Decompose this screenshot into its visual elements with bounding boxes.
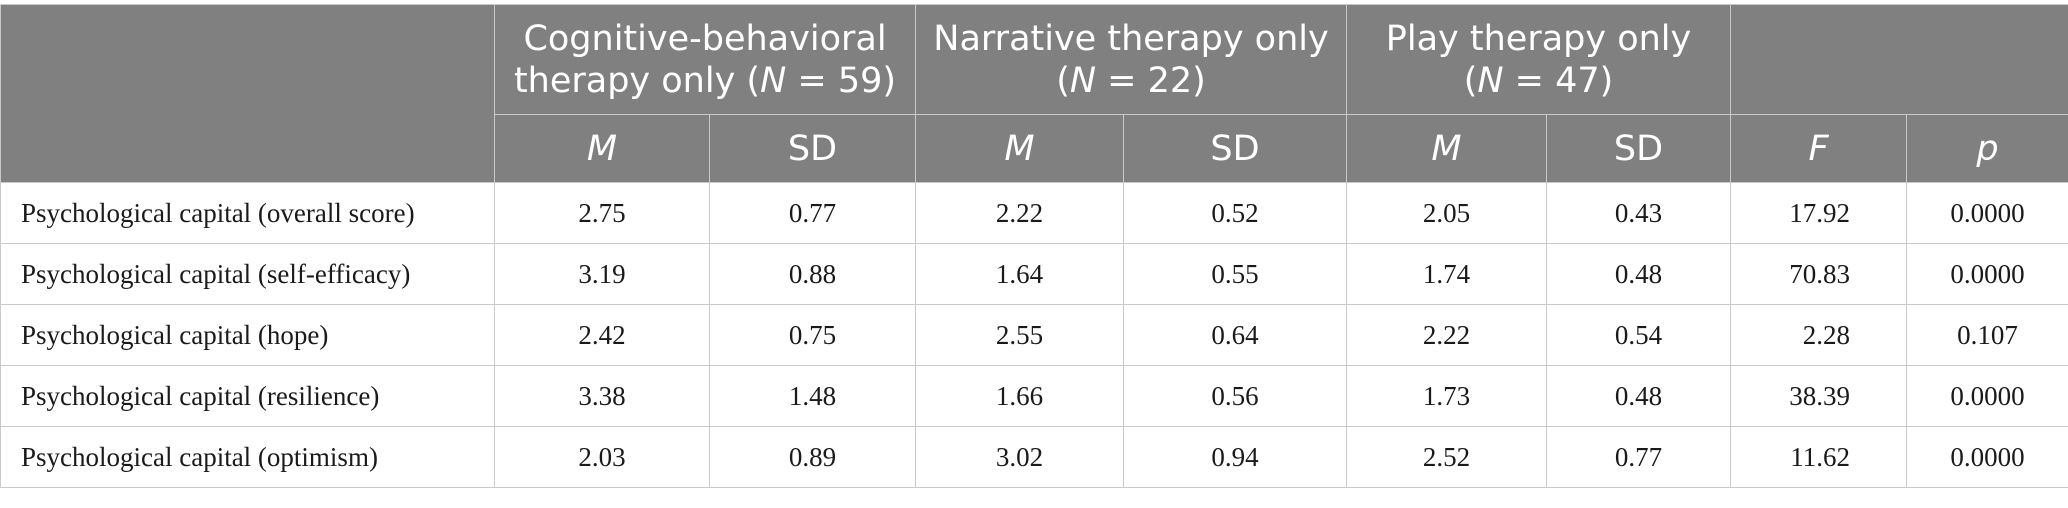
- stat-header-row: M SD M SD M SD F p: [1, 114, 2068, 183]
- narrative-sd-cell: 0.94: [1123, 426, 1347, 488]
- group-header-cbt: Cognitive-behavioral therapy only (N = 5…: [494, 4, 916, 115]
- table-header: Cognitive-behavioral therapy only (N = 5…: [0, 4, 2068, 183]
- f-value-cell: 70.83: [1730, 243, 1908, 305]
- narrative-mean-cell: 2.22: [915, 182, 1124, 244]
- cbt-mean-cell: 2.42: [494, 304, 710, 366]
- f-value-cell: 38.39: [1730, 365, 1908, 427]
- p-value-cell: 0.0000: [1906, 426, 2068, 488]
- f-value-cell: 2.28: [1730, 304, 1908, 366]
- play-sd-cell: 0.54: [1545, 304, 1732, 366]
- play-sd-cell: 0.77: [1545, 426, 1732, 488]
- play-mean-cell: 2.22: [1346, 304, 1547, 366]
- p-value-cell: 0.107: [1906, 304, 2068, 366]
- row-label: Psychological capital (self-efficacy): [0, 243, 495, 305]
- p-value-cell: 0.0000: [1906, 243, 2068, 305]
- stat-header-p: p: [1906, 114, 2068, 183]
- cbt-mean-cell: 2.03: [494, 426, 710, 488]
- group-header-narrative: Narrative therapy only (N = 22): [915, 4, 1347, 115]
- play-mean-cell: 2.05: [1346, 182, 1547, 244]
- cbt-sd-cell: 0.77: [709, 182, 916, 244]
- stat-header-cbt-sd: SD: [709, 114, 916, 183]
- narrative-mean-cell: 1.66: [915, 365, 1124, 427]
- narrative-sd-cell: 0.64: [1123, 304, 1347, 366]
- play-sd-cell: 0.48: [1545, 365, 1732, 427]
- table-row: Psychological capital (resilience) 3.38 …: [0, 365, 2068, 427]
- narrative-mean-cell: 3.02: [915, 426, 1124, 488]
- stat-header-narrative-sd: SD: [1123, 114, 1347, 183]
- play-sd-cell: 0.48: [1545, 243, 1732, 305]
- f-value-cell: 11.62: [1730, 426, 1908, 488]
- stat-header-play-sd: SD: [1545, 114, 1732, 183]
- narrative-mean-cell: 1.64: [915, 243, 1124, 305]
- f-value-cell: 17.92: [1730, 182, 1908, 244]
- cbt-sd-cell: 0.75: [709, 304, 916, 366]
- cbt-sd-cell: 1.48: [709, 365, 916, 427]
- table-row: Psychological capital (overall score) 2.…: [0, 182, 2068, 244]
- cbt-sd-cell: 0.88: [709, 243, 916, 305]
- play-sd-cell: 0.43: [1545, 182, 1732, 244]
- narrative-sd-cell: 0.55: [1123, 243, 1347, 305]
- row-label: Psychological capital (optimism): [0, 426, 495, 488]
- group-header-stats: [1730, 4, 2068, 115]
- group-header-play: Play therapy only (N = 47): [1345, 4, 1732, 115]
- table-body: Psychological capital (overall score) 2.…: [0, 182, 2068, 488]
- narrative-mean-cell: 2.55: [915, 304, 1124, 366]
- group-header-row: Cognitive-behavioral therapy only (N = 5…: [0, 4, 2068, 183]
- play-mean-cell: 2.52: [1346, 426, 1547, 488]
- stat-header-narrative-mean: M: [915, 114, 1124, 183]
- table-row: Psychological capital (optimism) 2.03 0.…: [0, 426, 2068, 488]
- narrative-sd-cell: 0.52: [1123, 182, 1347, 244]
- cbt-mean-cell: 2.75: [494, 182, 710, 244]
- table-row: Psychological capital (self-efficacy) 3.…: [0, 243, 2068, 305]
- cbt-sd-cell: 0.89: [709, 426, 916, 488]
- cbt-mean-cell: 3.38: [494, 365, 710, 427]
- row-label: Psychological capital (hope): [0, 304, 495, 366]
- narrative-sd-cell: 0.56: [1123, 365, 1347, 427]
- p-value-cell: 0.0000: [1906, 182, 2068, 244]
- stat-header-play-mean: M: [1346, 114, 1547, 183]
- table-row: Psychological capital (hope) 2.42 0.75 2…: [0, 304, 2068, 366]
- row-label-header: [0, 4, 495, 183]
- row-label: Psychological capital (overall score): [0, 182, 495, 244]
- results-table: Cognitive-behavioral therapy only (N = 5…: [0, 4, 2068, 488]
- play-mean-cell: 1.73: [1346, 365, 1547, 427]
- p-value-cell: 0.0000: [1906, 365, 2068, 427]
- play-mean-cell: 1.74: [1346, 243, 1547, 305]
- stat-header-cbt-mean: M: [494, 114, 710, 183]
- cbt-mean-cell: 3.19: [494, 243, 710, 305]
- row-label: Psychological capital (resilience): [0, 365, 495, 427]
- stat-header-f: F: [1730, 114, 1908, 183]
